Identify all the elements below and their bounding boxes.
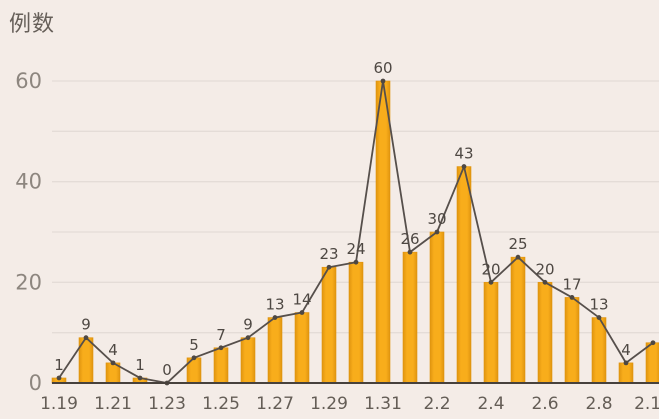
data-point [569,295,575,300]
y-tick-label: 60 [15,69,42,93]
y-axis-title: 例数 [9,12,56,37]
bar [645,342,659,384]
data-point [488,279,494,285]
data-point [299,310,305,315]
value-label: 20 [535,260,554,278]
y-tick-label: 20 [15,270,42,294]
data-point [407,249,413,255]
bar [618,362,634,384]
bar [564,297,580,384]
value-label: 17 [562,275,581,293]
data-point [515,254,521,260]
x-tick-label: 2.10 [634,394,659,414]
bar [213,347,229,384]
x-tick-label: 1.25 [202,394,240,414]
bar [294,312,310,384]
bar [510,256,526,384]
x-tick-label: 2.2 [423,394,450,414]
data-point [353,259,359,265]
value-label: 1 [135,356,145,374]
x-tick-label: 2.6 [531,394,558,414]
data-point [83,335,89,341]
value-label: 26 [400,230,419,248]
data-point [218,345,224,351]
bar [375,80,391,384]
data-point [650,340,656,346]
bar [483,282,499,384]
data-point [380,78,386,84]
x-tick-label: 1.19 [40,394,78,414]
y-tick-label: 0 [29,371,42,395]
bar [456,166,472,384]
x-tick-label: 2.8 [585,394,612,414]
data-point [191,355,197,361]
value-label: 9 [243,316,253,334]
value-label: 7 [216,326,226,344]
value-label: 4 [621,341,631,359]
value-label: 43 [454,145,473,163]
x-tick-label: 2.4 [477,394,504,414]
bar [429,231,445,384]
data-point [434,229,440,235]
x-tick-label: 1.21 [94,394,132,414]
value-label: 13 [265,296,284,314]
x-tick-label: 1.29 [310,394,348,414]
value-label: 60 [373,59,392,77]
bar [537,282,553,384]
data-point [623,360,629,366]
bar [321,266,337,384]
bar [240,337,256,384]
data-point [56,375,62,381]
value-label: 4 [108,341,118,359]
value-label: 9 [81,316,91,334]
value-label: 13 [589,296,608,314]
y-tick-label: 40 [15,170,42,194]
value-label: 20 [481,260,500,278]
data-point [137,375,143,381]
data-point [326,264,332,270]
data-point [110,360,116,366]
value-label: 24 [346,240,365,258]
value-label: 5 [189,336,199,354]
value-label: 25 [508,235,527,253]
bar [402,251,418,384]
data-point [272,315,278,320]
value-label: 23 [319,245,338,263]
x-tick-label: 1.27 [256,394,294,414]
data-point [596,315,602,320]
bar [348,261,364,384]
x-tick-label: 1.31 [364,394,402,414]
value-label: 1 [54,356,64,374]
bar [267,317,283,384]
x-tick-label: 1.23 [148,394,186,414]
value-label: 0 [162,361,172,379]
data-point [461,164,467,169]
value-label: 30 [427,210,446,228]
data-point [542,279,548,285]
value-label: 14 [292,291,311,309]
data-point [245,335,251,341]
